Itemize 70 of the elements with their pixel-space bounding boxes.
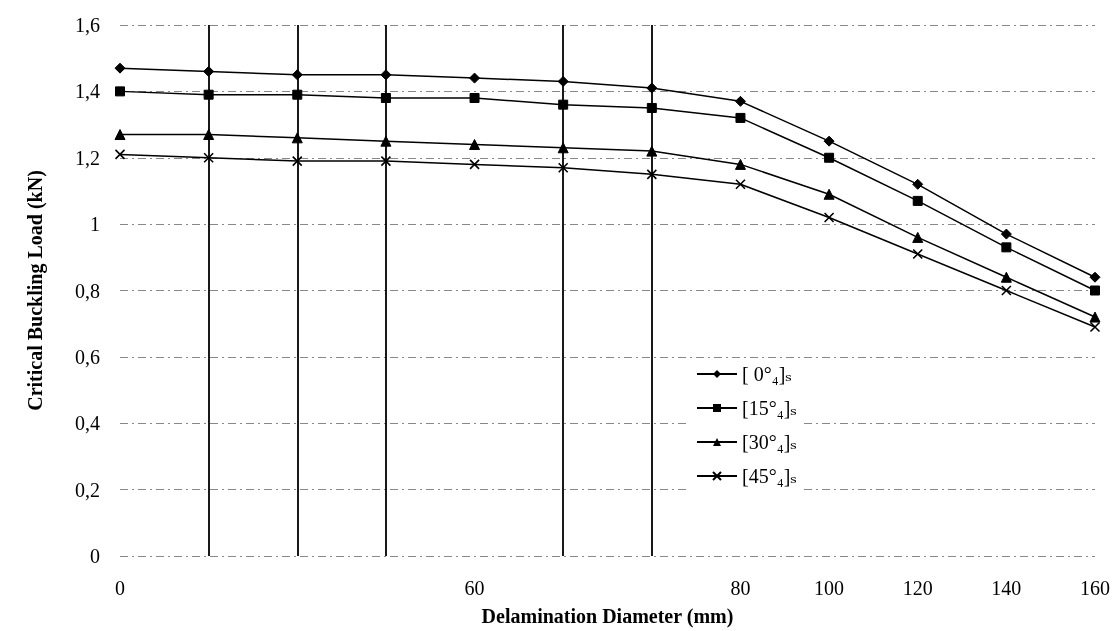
legend-label: [30°₄]ₛ (742, 431, 798, 453)
x-axis-title: Delamination Diameter (mm) (481, 605, 734, 628)
x-tick-label: 80 (730, 577, 751, 599)
x-tick-label: 160 (1080, 577, 1110, 599)
point (380, 69, 392, 81)
point (912, 248, 924, 260)
point (1000, 271, 1012, 283)
y-tick-label: 1 (90, 213, 100, 236)
y-tick-label: 1,2 (75, 146, 100, 169)
point (734, 158, 746, 170)
point (292, 89, 303, 100)
point (203, 89, 214, 100)
point (735, 112, 746, 123)
point (203, 129, 215, 141)
point (1089, 271, 1101, 283)
point (1001, 242, 1012, 253)
point (1089, 311, 1101, 323)
point (646, 145, 658, 157)
legend-label: [15°₄]ₛ (742, 397, 798, 419)
legend-label: [ 0°₄]ₛ (742, 363, 793, 385)
point (1000, 228, 1012, 240)
point (646, 82, 658, 94)
point (912, 195, 923, 206)
y-tick-label: 1,4 (75, 80, 100, 103)
point (734, 95, 746, 107)
point (823, 188, 835, 200)
x-tick-label: 100 (814, 577, 845, 599)
point (557, 162, 569, 174)
point (469, 159, 480, 170)
point (469, 138, 481, 150)
y-tick-label: 0 (90, 545, 100, 567)
point (558, 99, 569, 110)
point (203, 65, 215, 77)
y-tick-label: 0,4 (75, 412, 100, 435)
point (291, 132, 303, 144)
point (469, 93, 480, 104)
legend-label: [45°₄]ₛ (742, 465, 798, 487)
point (824, 152, 835, 163)
y-tick-label: 1,6 (75, 14, 100, 36)
point (735, 179, 746, 190)
x-tick-label: 120 (902, 577, 933, 599)
point (646, 102, 657, 113)
y-tick-label: 0,6 (75, 345, 100, 368)
point (1001, 285, 1012, 296)
y-tick-label: 0,2 (75, 478, 100, 501)
point (291, 69, 303, 81)
point (114, 62, 126, 74)
point (557, 142, 569, 154)
point (557, 75, 569, 87)
point (469, 72, 481, 84)
point (114, 149, 126, 160)
point (823, 135, 835, 147)
point (823, 212, 835, 223)
point (1089, 321, 1101, 333)
point (114, 129, 126, 141)
x-tick-label: 60 (464, 577, 485, 599)
point (646, 169, 658, 180)
point (380, 135, 392, 147)
x-tick-label: 140 (991, 577, 1022, 599)
point (115, 86, 125, 97)
point (912, 178, 924, 190)
point (1090, 285, 1100, 296)
y-axis-title: Critical Buckling Load (kN) (24, 170, 47, 411)
point (380, 93, 391, 104)
point (203, 152, 214, 164)
x-tick-label: 0 (115, 577, 125, 599)
y-tick-label: 0,8 (75, 279, 100, 302)
point (291, 155, 303, 167)
point (912, 231, 924, 243)
point (380, 155, 392, 167)
